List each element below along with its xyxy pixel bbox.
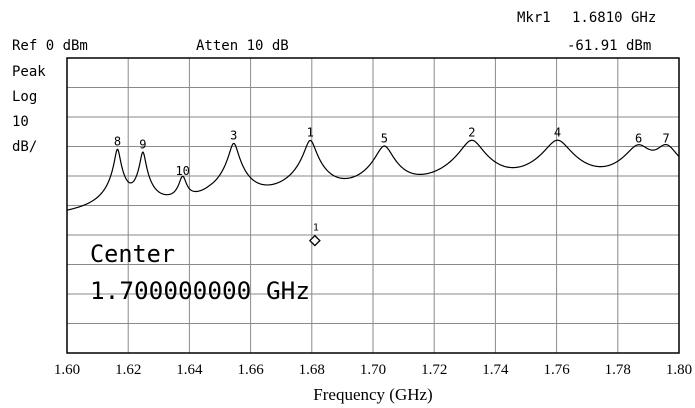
marker-diamond-label: 1 xyxy=(313,223,319,234)
x-tick-label: 1.72 xyxy=(421,362,447,378)
plot-grid xyxy=(67,58,679,353)
peak-label: 10 xyxy=(175,164,189,178)
plot-frame xyxy=(66,57,680,354)
marker-level: -61.91 dBm xyxy=(567,38,651,54)
marker-label: Mkr1 xyxy=(517,10,551,26)
peak-marker-labels: 8 9 10 3 1 5 2 4 6 7 xyxy=(114,126,670,178)
center-label: Center xyxy=(90,240,175,268)
peak-label: 7 xyxy=(663,132,670,146)
peak-label: 3 xyxy=(230,129,237,143)
active-marker: 1 xyxy=(308,223,321,247)
marker-diamond xyxy=(308,234,321,247)
x-tick-label: 1.60 xyxy=(54,362,80,378)
scale-div-value: 10 xyxy=(12,114,29,130)
x-tick-label: 1.70 xyxy=(360,362,386,378)
spectrum-trace xyxy=(66,139,680,211)
peak-label: 6 xyxy=(635,132,642,146)
x-tick-label: 1.78 xyxy=(605,362,631,378)
peak-label: 4 xyxy=(554,126,561,140)
spectrum-plot: 8 9 10 3 1 5 2 4 6 7 1 xyxy=(66,57,680,354)
peak-label: 2 xyxy=(468,126,475,140)
marker-frequency: 1.6810 GHz xyxy=(572,10,656,26)
x-axis-label: Frequency (GHz) xyxy=(313,385,432,404)
scale-type: Log xyxy=(12,89,37,105)
center-frequency: 1.700000000 GHz xyxy=(90,277,310,305)
peak-label: 5 xyxy=(381,132,388,146)
x-tick-label: 1.76 xyxy=(543,362,570,378)
scale-div-unit: dB/ xyxy=(12,139,37,155)
x-tick-label: 1.62 xyxy=(115,362,141,378)
attenuation: Atten 10 dB xyxy=(196,38,289,54)
x-tick-label: 1.64 xyxy=(176,362,203,378)
x-tick-label: 1.74 xyxy=(482,362,509,378)
center-overlay: Center 1.700000000 GHz xyxy=(90,240,310,305)
x-tick-label: 1.68 xyxy=(299,362,325,378)
x-tick-label: 1.80 xyxy=(666,362,692,378)
peak-label: 1 xyxy=(307,126,314,140)
x-axis-tick-labels: 1.60 1.62 1.64 1.66 1.68 1.70 1.72 1.74 1.76 1.78… xyxy=(54,362,692,378)
reference-level: Ref 0 dBm xyxy=(12,38,88,54)
x-tick-label: 1.66 xyxy=(237,362,264,378)
analyzer-header: Mkr1 1.6810 GHz -61.91 dBm Ref 0 dBm Att… xyxy=(12,10,656,155)
peak-label: 9 xyxy=(139,137,146,151)
peak-label: 8 xyxy=(114,134,121,148)
detector-mode: Peak xyxy=(12,64,46,80)
